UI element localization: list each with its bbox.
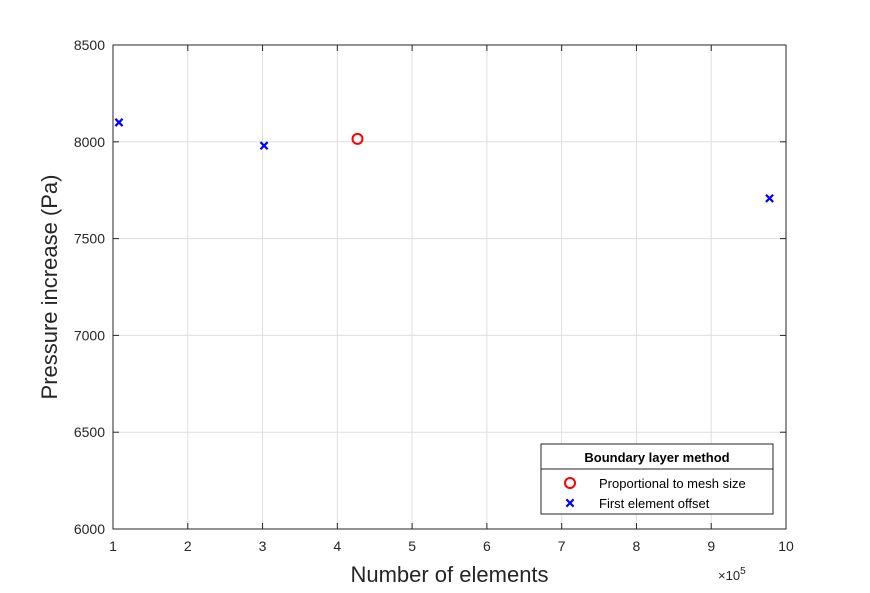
x-tick-label: 10 — [778, 538, 794, 554]
y-tick-label: 6500 — [74, 424, 105, 440]
legend: Boundary layer method Proportional to me… — [540, 443, 774, 515]
x-axis-title: Number of elements — [350, 562, 548, 587]
x-tick-label: 8 — [633, 538, 641, 554]
y-tick-label: 8500 — [74, 37, 105, 53]
x-axis-multiplier: ×10 — [718, 568, 740, 583]
y-tick-label: 6000 — [74, 521, 105, 537]
x-tick-label: 2 — [184, 538, 192, 554]
y-axis-title: Pressure increase (Pa) — [37, 175, 62, 400]
legend-box — [540, 443, 774, 515]
legend-entries: Proportional to mesh size First element o… — [564, 476, 746, 511]
legend-entry-label: Proportional to mesh size — [599, 476, 746, 491]
legend-marker — [565, 498, 575, 508]
x-tick-label: 1 — [109, 538, 117, 554]
x-tick-label: 9 — [707, 538, 715, 554]
legend-marker — [564, 477, 576, 489]
x-axis-exponent: 5 — [740, 566, 746, 577]
y-tick-label: 8000 — [74, 134, 105, 150]
plot-area-frame — [112, 44, 787, 530]
data-point-circle — [351, 132, 364, 145]
y-tick-label: 7500 — [74, 231, 105, 247]
x-tick-label: 6 — [483, 538, 491, 554]
axis-ticks: 1 2 3 4 5 6 7 8 9 10 6000 6500 7000 7500 8000 8500 — [74, 37, 794, 554]
x-tick-label: 3 — [259, 538, 267, 554]
legend-title: Boundary layer method — [584, 450, 729, 465]
x-tick-label: 4 — [333, 538, 341, 554]
data-point-x — [259, 141, 269, 151]
legend-entry-label: First element offset — [599, 496, 710, 511]
x-axis-exponent-label: ×105 — [718, 566, 746, 583]
data-point-x — [765, 193, 774, 203]
x-tick-label: 7 — [558, 538, 566, 554]
y-tick-label: 7000 — [74, 327, 105, 343]
data-marks — [114, 118, 774, 203]
data-point-x — [114, 118, 124, 127]
x-tick-label: 5 — [408, 538, 416, 554]
